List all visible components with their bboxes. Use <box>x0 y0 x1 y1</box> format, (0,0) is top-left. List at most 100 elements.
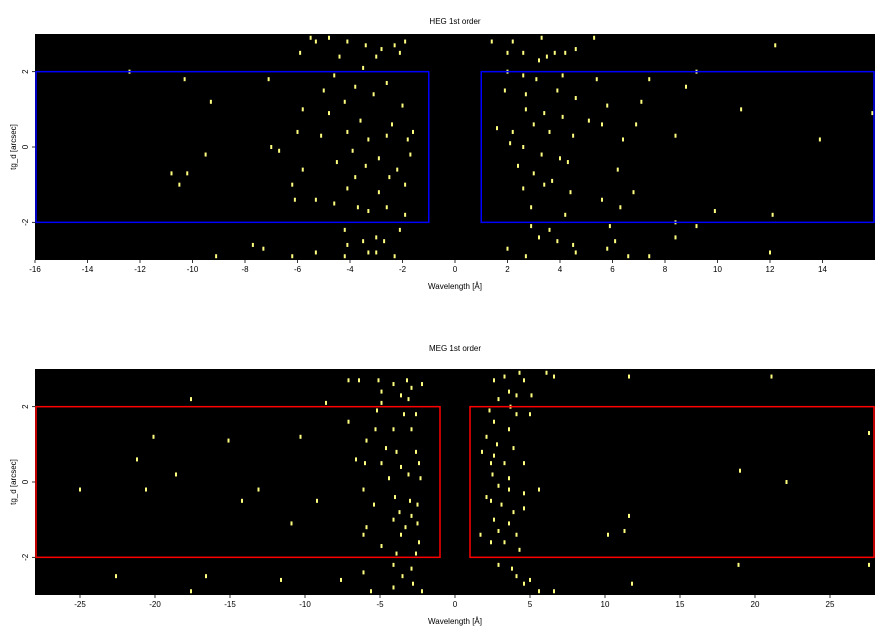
heg-event-point <box>601 122 603 127</box>
meg-event-point <box>491 472 494 477</box>
heg-plot-area <box>35 34 875 260</box>
heg-event-point <box>375 54 378 59</box>
heg-event-point <box>561 114 564 119</box>
heg-event-point <box>574 47 577 52</box>
heg-event-point <box>385 80 388 85</box>
meg-event-point <box>481 449 483 454</box>
heg-events <box>128 35 874 259</box>
meg-event-point <box>485 434 488 439</box>
heg-event-point <box>572 242 575 247</box>
meg-event-point <box>418 461 420 466</box>
heg-event-point <box>545 54 548 59</box>
meg-x-tick-label: -20 <box>149 600 161 609</box>
heg-y-tick-label: -2 <box>21 218 30 226</box>
meg-event-point <box>347 378 350 383</box>
meg-x-tick-label: 25 <box>826 600 835 609</box>
meg-x-tick-label: 15 <box>676 600 685 609</box>
heg-event-point <box>343 99 346 104</box>
meg-x-tick-label: 20 <box>751 600 760 609</box>
heg-event-point <box>556 88 559 93</box>
heg-event-point <box>648 254 651 259</box>
meg-event-point <box>515 574 518 579</box>
meg-event-point <box>376 408 378 413</box>
heg-event-point <box>535 77 538 82</box>
heg-event-point <box>364 43 367 48</box>
meg-event-point <box>523 506 525 511</box>
meg-event-point <box>152 434 155 439</box>
meg-event-point <box>421 382 423 387</box>
meg-event-point <box>406 378 408 383</box>
heg-event-point <box>522 73 525 78</box>
heg-event-point <box>818 137 821 142</box>
meg-event-point <box>392 382 395 387</box>
meg-x-tick-label: -10 <box>299 600 311 609</box>
meg-event-point <box>515 532 518 537</box>
meg-x-tick-label: 0 <box>453 600 458 609</box>
heg-event-point <box>320 133 323 138</box>
meg-event-point <box>530 393 533 398</box>
heg-event-point <box>404 182 407 187</box>
heg-event-point <box>648 77 651 82</box>
meg-event-point <box>518 370 521 375</box>
heg-event-point <box>396 167 399 172</box>
meg-event-point <box>136 457 138 462</box>
heg-event-point <box>771 212 774 217</box>
meg-event-point <box>493 378 495 383</box>
meg-event-point <box>365 438 368 443</box>
heg-event-point <box>622 137 624 142</box>
heg-x-tick-label: -10 <box>187 265 199 274</box>
meg-event-point <box>490 498 492 503</box>
heg-event-point <box>601 197 603 202</box>
heg-event-point <box>524 107 527 112</box>
meg-event-point <box>512 446 515 451</box>
heg-event-point <box>564 50 567 55</box>
meg-x-tick-label: 5 <box>528 600 533 609</box>
meg-event-point <box>395 449 398 454</box>
meg-y-ticks: -2 0 2 <box>21 404 35 561</box>
heg-event-point <box>372 92 375 97</box>
heg-event-point <box>401 103 404 108</box>
heg-event-point <box>383 239 386 244</box>
meg-x-tick-label: -25 <box>74 600 86 609</box>
heg-event-point <box>532 171 535 176</box>
meg-event-point <box>415 551 417 556</box>
meg-event-point <box>145 487 147 492</box>
heg-event-point <box>291 254 294 259</box>
meg-event-point <box>419 476 422 481</box>
heg-event-point <box>532 122 535 127</box>
meg-event-point <box>508 487 510 492</box>
heg-event-point <box>538 58 540 63</box>
meg-event-point <box>410 385 413 390</box>
heg-y-axis-label: tg_d [arcsec] <box>9 124 18 170</box>
meg-event-point <box>385 446 387 451</box>
meg-event-point <box>370 589 372 594</box>
meg-event-point <box>623 528 626 533</box>
meg-event-point <box>496 442 498 447</box>
meg-x-tick-label: -15 <box>224 600 236 609</box>
heg-event-point <box>595 77 598 82</box>
meg-event-point <box>355 457 357 462</box>
heg-event-point <box>530 205 533 210</box>
meg-event-point <box>553 589 555 594</box>
heg-event-point <box>540 35 543 40</box>
meg-event-point <box>79 487 81 492</box>
meg-event-point <box>479 532 482 537</box>
meg-event-point <box>380 400 383 405</box>
heg-x-tick-label: -6 <box>294 265 302 274</box>
heg-event-point <box>335 160 338 165</box>
meg-event-point <box>175 472 177 477</box>
meg-x-tick-label: 10 <box>601 600 610 609</box>
heg-event-point <box>354 84 357 89</box>
heg-event-point <box>270 145 273 149</box>
meg-event-point <box>523 581 525 586</box>
meg-event-point <box>508 427 510 432</box>
heg-event-point <box>572 133 575 138</box>
meg-event-point <box>523 378 525 383</box>
meg-event-point <box>508 389 510 394</box>
heg-event-point <box>356 205 359 210</box>
heg-x-tick-label: -16 <box>29 265 41 274</box>
meg-event-point <box>415 449 417 454</box>
heg-x-ticks: -16 -14 -12 -10 -8 -6 -4 -2 0 2 4 6 8 10 12 14 <box>29 260 827 274</box>
meg-event-point <box>421 589 423 594</box>
heg-event-point <box>391 122 393 127</box>
